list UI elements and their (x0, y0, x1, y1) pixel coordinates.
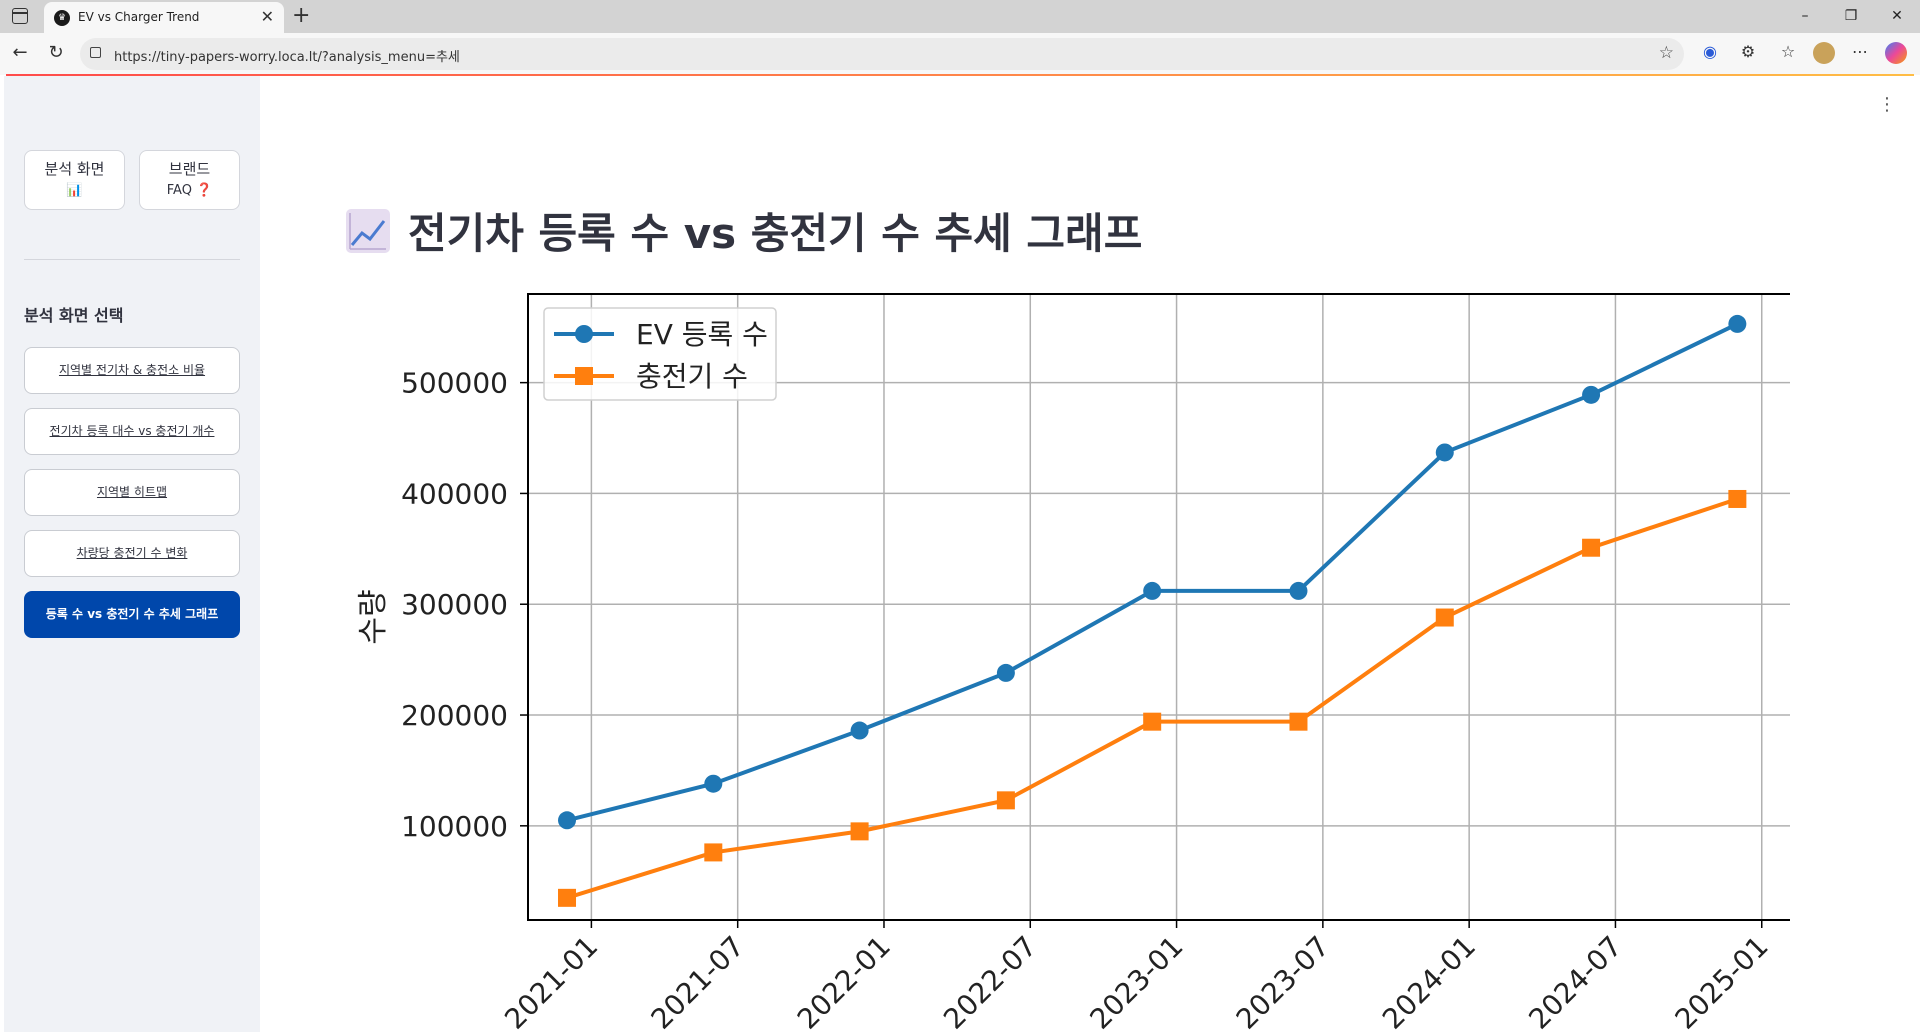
sidebar-divider (24, 259, 240, 260)
x-tick-label: 2025-01 (1669, 930, 1775, 1032)
main-menu-icon[interactable]: ⋮ (1878, 94, 1896, 115)
extension-icon[interactable]: ◉ (1703, 42, 1717, 61)
data-point (850, 822, 869, 841)
data-point (1289, 581, 1308, 600)
y-axis-label: 수량 (356, 589, 391, 644)
favorites-icon[interactable]: ☆ (1780, 42, 1796, 61)
trend-line-chart: 100000 200000 300000 400000 500000 2021-01 202… (356, 293, 1790, 1032)
sidebar: 분석 화면 📊 브랜드 FAQ ❓ 분석 화면 선택 지역별 전기차 & 충전소… (4, 76, 260, 1032)
more-options-icon[interactable]: ⋯ (1852, 42, 1868, 61)
browser-tabstrip: ♛ EV vs Charger Trend ✕ + – ❐ ✕ (0, 0, 1920, 33)
url-text[interactable]: https://tiny-papers-worry.loca.lt/?analy… (114, 50, 460, 65)
x-tick-label: 2024-07 (1522, 930, 1628, 1032)
data-point (558, 811, 577, 830)
data-point (1289, 712, 1308, 731)
data-point (1728, 314, 1747, 333)
data-point (1143, 712, 1162, 731)
x-tick-label: 2023-07 (1230, 930, 1336, 1032)
chart-increasing-icon (346, 208, 390, 253)
data-point (704, 774, 723, 793)
bar-chart-icon: 📊 (66, 183, 83, 198)
data-point (1582, 385, 1601, 404)
data-point (996, 791, 1015, 810)
extensions-puzzle-icon[interactable]: ⚙ (1740, 42, 1756, 61)
y-tick-label: 100000 (401, 810, 508, 843)
plot-frame (527, 293, 1790, 921)
page-title: 전기차 등록 수 vs 충전기 수 추세 그래프 (346, 200, 1142, 261)
legend-marker (575, 325, 593, 343)
copilot-icon[interactable] (1884, 42, 1908, 68)
y-tick-label: 300000 (401, 588, 508, 621)
browser-tab[interactable]: ♛ EV vs Charger Trend ✕ (44, 2, 284, 33)
header-decoration-line (6, 74, 1914, 76)
x-tick-label: 2023-01 (1083, 930, 1189, 1032)
tab-title: EV vs Charger Trend (78, 10, 200, 24)
favicon-icon: ♛ (54, 10, 70, 26)
window-controls: – ❐ ✕ (1782, 0, 1920, 33)
window-edge (1914, 76, 1920, 1032)
data-point (1435, 443, 1454, 462)
restore-button[interactable]: ❐ (1844, 8, 1858, 24)
legend-marker (575, 367, 593, 385)
analysis-screen-button[interactable]: 분석 화면 📊 (24, 150, 125, 210)
back-icon[interactable]: ← (12, 42, 28, 63)
data-point (850, 721, 869, 740)
series-line-1 (566, 497, 1738, 900)
x-tick-label: 2024-01 (1376, 930, 1482, 1032)
x-tick-label: 2021-01 (498, 930, 604, 1032)
x-tick-label: 2022-01 (791, 930, 897, 1032)
favorite-star-icon[interactable]: ☆ (1658, 43, 1674, 63)
data-point (558, 888, 577, 907)
menu-trend-graph[interactable]: 등록 수 vs 충전기 수 추세 그래프 (24, 591, 240, 638)
y-tick-label: 400000 (401, 477, 508, 510)
profile-avatar-icon[interactable] (1812, 42, 1836, 68)
close-window-button[interactable]: ✕ (1891, 8, 1903, 24)
faq-label: FAQ ❓ (166, 183, 213, 198)
y-tick-label: 500000 (401, 367, 508, 400)
main-content: ⋮ 전기차 등록 수 vs 충전기 수 추세 그래프 (260, 76, 1914, 1032)
page-title-text: 전기차 등록 수 vs 충전기 수 추세 그래프 (408, 209, 1143, 258)
address-bar[interactable]: https://tiny-papers-worry.loca.lt/?analy… (80, 38, 1684, 70)
x-tick-label: 2022-07 (937, 930, 1043, 1032)
menu-regional-heatmap[interactable]: 지역별 히트맵 (24, 469, 240, 516)
minimize-button[interactable]: – (1801, 8, 1809, 24)
legend-label: 충전기 수 (636, 360, 748, 393)
data-point (1435, 608, 1454, 627)
data-point (1728, 489, 1747, 508)
brand-label: 브랜드 (168, 160, 211, 178)
tab-close-icon[interactable]: ✕ (260, 7, 274, 26)
menu-regional-ratio[interactable]: 지역별 전기차 & 충전소 비율 (24, 347, 240, 394)
menu-ev-vs-charger-count[interactable]: 전기차 등록 대수 vs 충전기 개수 (24, 408, 240, 455)
y-tick-label: 200000 (401, 699, 508, 732)
browser-toolbar: ← ↻ https://tiny-papers-worry.loca.lt/?a… (0, 33, 1920, 75)
data-point (1143, 581, 1162, 600)
reload-icon[interactable]: ↻ (48, 42, 64, 63)
data-point (1582, 538, 1601, 557)
new-tab-button[interactable]: + (292, 3, 311, 28)
data-point (704, 843, 723, 862)
data-point (996, 663, 1015, 682)
analysis-screen-label: 분석 화면 (44, 160, 105, 178)
menu-chargers-per-vehicle[interactable]: 차량당 충전기 수 변화 (24, 530, 240, 577)
tab-actions-icon[interactable] (12, 8, 28, 24)
lock-icon[interactable] (90, 47, 101, 58)
brand-faq-button[interactable]: 브랜드 FAQ ❓ (139, 150, 240, 210)
sidebar-heading: 분석 화면 선택 (24, 306, 124, 325)
x-tick-label: 2021-07 (645, 930, 751, 1032)
legend-label: EV 등록 수 (636, 318, 768, 351)
